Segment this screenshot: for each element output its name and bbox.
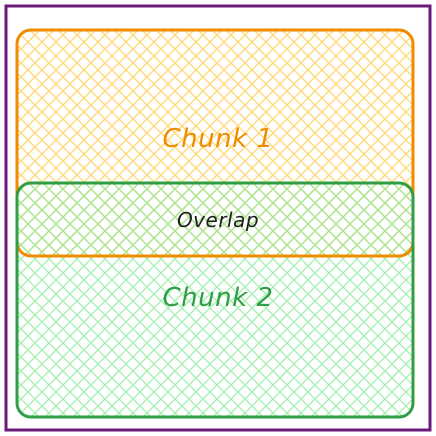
- outer-frame: [4, 4, 432, 432]
- overlap-label: Overlap: [176, 208, 260, 232]
- chunk2-box: [15, 181, 415, 419]
- chunk1-box: [15, 28, 415, 258]
- chunk2-label: Chunk 2: [162, 283, 274, 313]
- chunk1-label: Chunk 1: [162, 124, 274, 154]
- chunk2-fill: [17, 183, 413, 417]
